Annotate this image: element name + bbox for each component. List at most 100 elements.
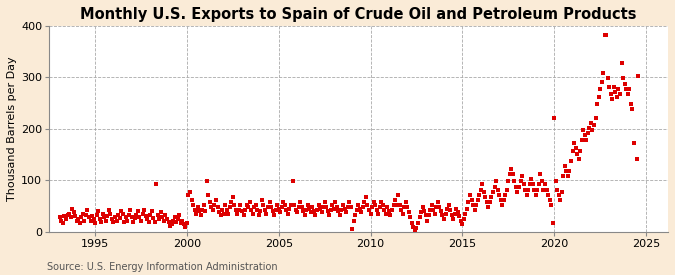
Point (212, 205, 223, 209)
Point (414, 215, 425, 220)
Point (154, 217, 165, 221)
Point (356, 210, 367, 214)
Point (114, 216, 125, 221)
Point (431, 205, 441, 209)
Point (153, 213, 163, 218)
Point (353, 203, 364, 207)
Point (435, 209, 446, 213)
Point (633, 74, 644, 79)
Point (537, 179, 547, 184)
Y-axis label: Thousand Barrels per Day: Thousand Barrels per Day (7, 57, 17, 201)
Point (483, 205, 494, 209)
Point (608, 84, 619, 89)
Point (628, 141, 639, 145)
Point (578, 128, 589, 132)
Point (497, 203, 508, 207)
Point (529, 188, 540, 192)
Point (491, 179, 502, 184)
Point (62, 213, 73, 218)
Point (538, 188, 549, 192)
Point (243, 205, 254, 209)
Point (101, 218, 111, 223)
Point (235, 203, 246, 207)
Point (278, 200, 289, 204)
Point (404, 210, 414, 214)
Point (292, 210, 302, 214)
Point (526, 177, 537, 182)
Point (91, 213, 102, 218)
Point (443, 203, 454, 207)
Point (256, 198, 267, 202)
Point (604, 84, 615, 89)
Point (487, 189, 498, 194)
Point (322, 209, 333, 213)
Point (411, 226, 422, 230)
Point (218, 212, 229, 216)
Point (247, 212, 258, 216)
Point (253, 213, 264, 218)
Point (255, 209, 266, 213)
Point (146, 209, 157, 213)
Point (308, 209, 319, 213)
Point (267, 209, 278, 213)
Point (240, 208, 250, 212)
Point (125, 208, 136, 212)
Point (379, 208, 389, 212)
Point (360, 195, 371, 199)
Point (318, 205, 329, 209)
Point (136, 218, 146, 223)
Point (264, 200, 275, 204)
Point (564, 169, 575, 173)
Point (183, 192, 194, 197)
Point (165, 224, 176, 228)
Point (122, 218, 132, 223)
Point (452, 210, 463, 214)
Point (174, 213, 185, 218)
Point (445, 208, 456, 212)
Point (552, 188, 563, 192)
Point (299, 213, 310, 218)
Point (273, 207, 284, 211)
Point (224, 205, 235, 209)
Point (232, 212, 243, 216)
Point (479, 189, 489, 194)
Point (587, 128, 598, 132)
Point (107, 217, 117, 221)
Point (214, 210, 225, 214)
Point (593, 95, 604, 99)
Point (286, 203, 296, 207)
Point (207, 208, 218, 212)
Point (610, 90, 621, 94)
Point (206, 205, 217, 209)
Point (166, 222, 177, 226)
Point (440, 212, 451, 216)
Point (244, 200, 255, 204)
Point (367, 205, 377, 209)
Point (492, 188, 503, 192)
Point (612, 95, 622, 99)
Point (598, 71, 609, 75)
Point (346, 205, 356, 209)
Point (180, 224, 191, 229)
Point (602, 76, 613, 81)
Point (258, 203, 269, 207)
Point (191, 212, 202, 216)
Point (385, 213, 396, 218)
Point (159, 218, 169, 223)
Point (596, 79, 607, 84)
Point (92, 209, 103, 213)
Point (102, 214, 113, 219)
Point (567, 148, 578, 153)
Point (263, 205, 273, 209)
Point (200, 209, 211, 213)
Point (237, 209, 248, 213)
Point (599, 33, 610, 37)
Point (108, 219, 119, 224)
Point (434, 205, 445, 209)
Point (330, 200, 341, 204)
Point (402, 205, 412, 209)
Point (142, 217, 153, 221)
Point (425, 208, 435, 212)
Point (341, 210, 352, 214)
Point (56, 218, 67, 223)
